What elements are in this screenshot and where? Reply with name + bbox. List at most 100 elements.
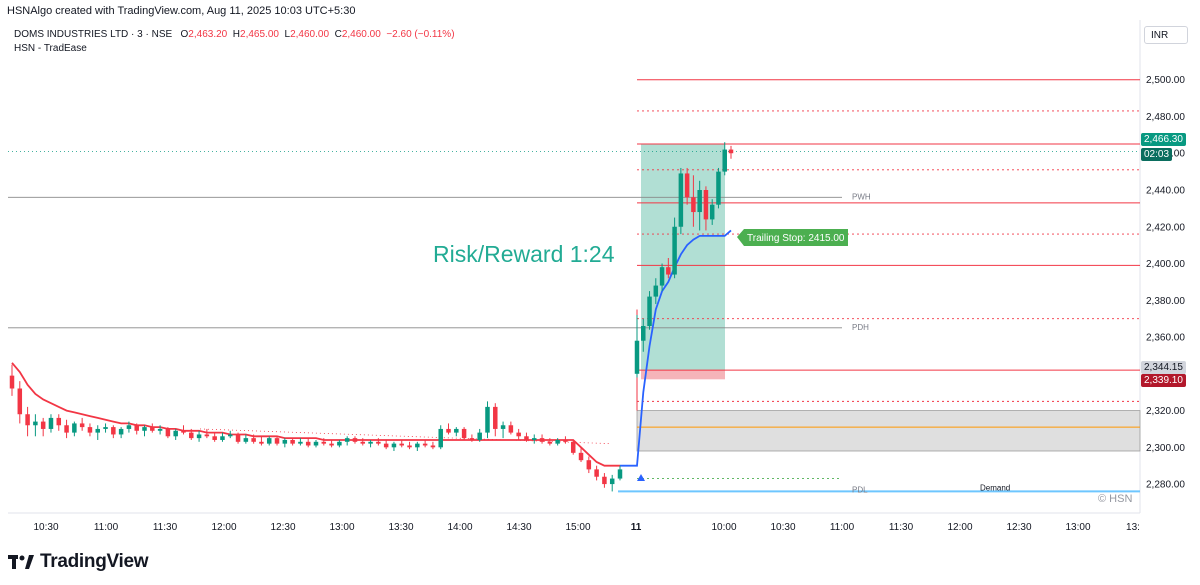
x-tick-label: 11:00 [94,522,119,533]
trailing-stop-line-day2 [620,229,732,467]
candle-day2-body [666,267,671,275]
x-tick-label: 10:00 [711,522,736,533]
candles-layer [9,142,734,492]
x-tick-label: 13:00 [329,522,354,533]
candle-day1-body [344,438,350,442]
candle-day1-body [173,430,178,437]
candle-day1-body [204,434,210,437]
y-tick-label: 2,380.00 [1146,296,1185,307]
candle-day1-body [461,428,467,439]
symbol-name[interactable]: DOMS INDUSTRIES LTD · 3 · NSE [14,29,173,40]
candle-day1-body [547,441,553,444]
x-tick-label: 11:30 [889,522,914,533]
candle-day1-body [563,439,568,442]
candle-day1-body [9,375,15,389]
candle-day1-body [25,414,30,426]
candle-day1-body [165,428,171,437]
labels-layer: Risk/Reward 1:24 Trailing Stop: 2415.00 PW… [433,192,1132,505]
red-price-tag: 2,339.10 [1141,374,1186,387]
trailing-stop-line-day1 [11,362,620,467]
previous-trend-line [199,428,611,445]
x-tick-label: 15:00 [565,522,590,533]
candle-day1-body [469,438,475,440]
x-tick-label: 14:30 [506,522,531,533]
candle-day1-body [118,428,124,435]
levels-layer [8,79,1140,493]
candle-day1-body [430,445,436,448]
x-tick-label: 13:00 [1065,522,1090,533]
candle-day1-body [228,434,233,437]
candle-day1-body [383,443,389,448]
candle-day2-body [653,285,659,297]
tradingview-logo[interactable]: TradingView [8,551,149,573]
candle-day1-body [493,406,498,429]
change-value: −2.60 (−0.11%) [386,29,455,40]
candle-day2-body [722,149,727,172]
candle-day1-body [56,417,62,426]
candle-day1-body [235,434,241,442]
x-tick-label: 12:30 [1006,522,1031,533]
candle-day2-body [659,267,665,286]
candle-day1-body [189,432,194,439]
candle-day1-body [570,441,576,453]
candle-day1-body [243,438,249,442]
demand-label: Demand [980,483,1010,492]
open-value: 2,463.20 [188,29,228,40]
candle-day1-body [181,430,186,433]
currency-button[interactable]: INR [1144,26,1188,44]
candle-day1-body [33,421,38,426]
tradingview-wordmark: TradingView [40,551,149,572]
candle-day1-body [446,428,451,433]
watermark-label: © HSN [1098,493,1132,505]
candle-day1-body [305,441,311,446]
tradingview-logo-icon [8,555,34,569]
bar-countdown-tag: 02:03 [1141,148,1173,161]
candle-day1-body [539,438,545,442]
candle-day1-body [196,434,202,439]
candle-day1-body [485,406,490,433]
candle-day1-body [422,443,428,446]
open-label: O [180,29,189,40]
candle-day1-body [329,443,334,446]
y-tick-label: 2,420.00 [1146,222,1185,233]
candle-day1-body [72,423,77,433]
candle-day1-body [477,432,482,440]
candle-day1-body [95,428,100,433]
candle-day1-body [508,425,514,433]
candle-day2-body [684,173,690,198]
candle-day1-body [454,428,459,433]
x-tick-label: 11:00 [830,522,855,533]
y-tick-label: 2,320.00 [1146,406,1185,417]
indicator-legend[interactable]: HSN - TradEase [14,43,87,54]
demand-zone-rect [636,410,1141,452]
risk-reward-label: Risk/Reward 1:24 [433,241,615,267]
candle-day1-body [368,441,373,444]
candle-day2-body [678,173,684,227]
low-value: 2,460.00 [290,29,330,40]
x-tick-label: 12:30 [270,522,295,533]
time-axis[interactable]: 10:30 11:00 11:30 12:00 12:30 13:00 13:30 14:00… [33,522,1139,533]
candle-day2-body [728,149,734,154]
candle-day1-body [220,436,225,440]
candle-day1-body [48,417,54,429]
candle-day1-body [407,445,412,448]
y-tick-label: 2,300.00 [1146,443,1185,454]
candle-day1-body [17,388,23,415]
candle-day2-body [716,171,721,205]
candle-day1-body [134,425,139,431]
close-value: 2,460.00 [341,29,381,40]
candle-day1-body [438,428,443,448]
candle-day1-body [111,427,116,435]
candle-day2-body [672,226,677,275]
low-label: L [284,29,291,40]
candle-day1-body [103,427,108,429]
candle-day1-body [259,441,264,444]
x-tick-label: 11:30 [153,522,178,533]
candle-day1-body [157,428,163,431]
y-tick-label: 2,360.00 [1146,333,1185,344]
candle-day1-body [87,427,93,433]
candle-day2-body [647,296,652,327]
candle-day1-body [290,439,295,444]
candle-day1-body [212,436,217,440]
